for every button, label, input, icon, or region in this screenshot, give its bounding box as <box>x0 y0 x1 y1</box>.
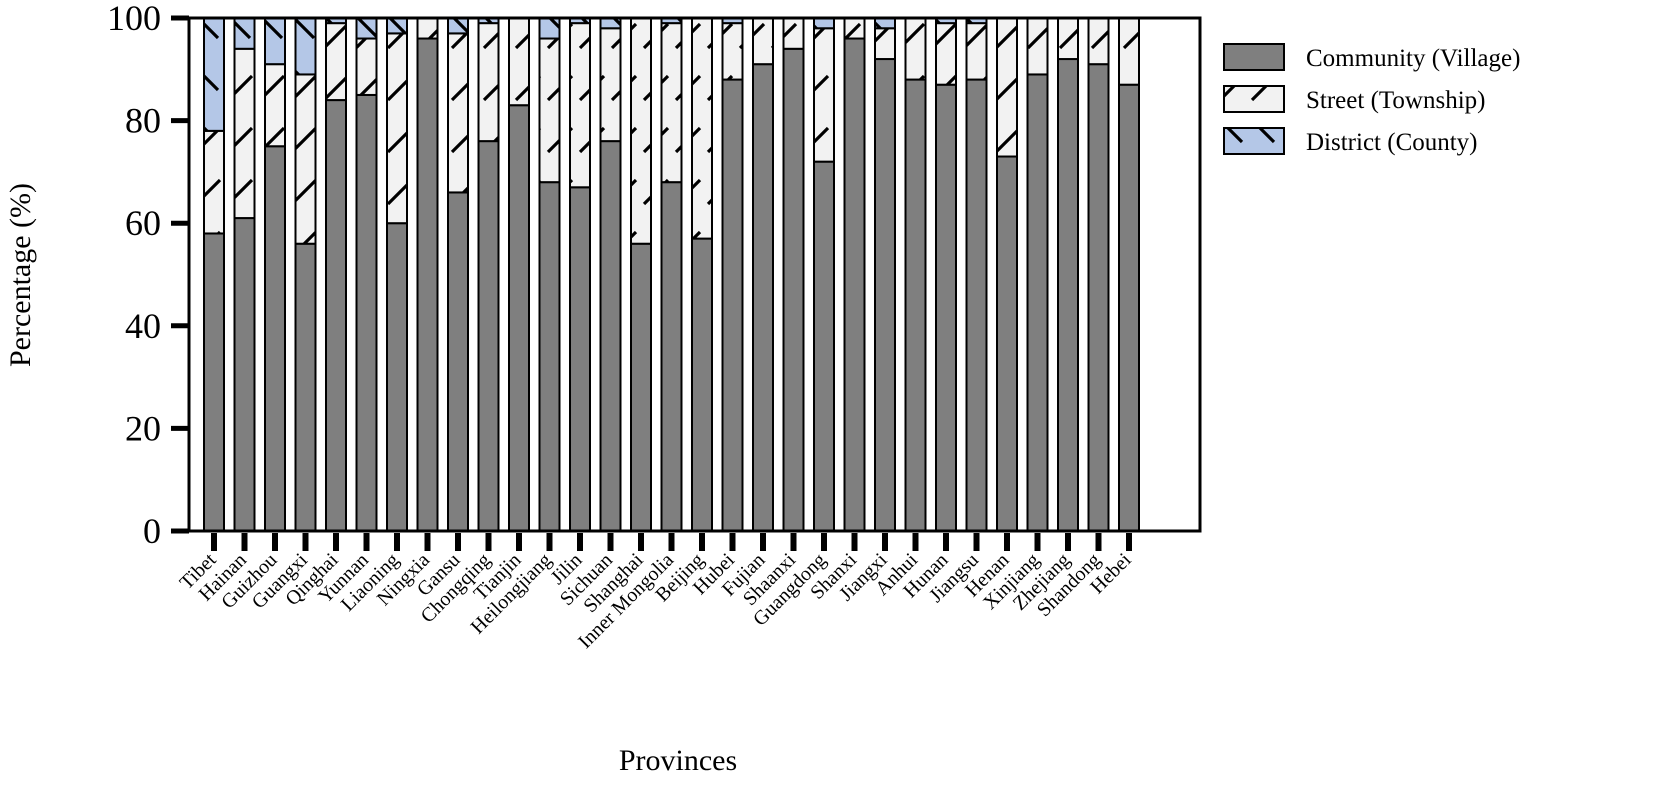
x-axis-title: Provinces <box>619 744 737 777</box>
bar-segment <box>294 242 317 532</box>
bar-segment <box>813 27 835 163</box>
bar-segment <box>904 78 927 532</box>
bar-segment <box>996 17 1018 158</box>
bar-segment <box>325 99 347 533</box>
bar-segment <box>294 73 317 245</box>
bar-segment <box>355 93 378 532</box>
bar-segment <box>386 222 408 532</box>
bar-segment <box>752 63 774 532</box>
bar-segment <box>538 181 561 532</box>
bar-segment <box>721 78 744 532</box>
bar-segment <box>203 17 225 132</box>
bar-segment <box>630 242 652 532</box>
legend-label: Community (Village) <box>1306 45 1520 72</box>
bar-segment <box>1026 73 1049 533</box>
bar-segment <box>874 27 896 61</box>
bar-segment <box>1087 63 1110 532</box>
bar-segment <box>874 58 896 532</box>
bar-segment <box>874 17 896 30</box>
bar-segment <box>569 186 591 532</box>
bar-segment <box>508 104 530 533</box>
bar-segment <box>447 32 469 194</box>
bar-segment <box>1118 83 1140 532</box>
bar-segment <box>660 22 683 184</box>
svg-text:Percentage (%): Percentage (%) <box>4 183 37 367</box>
bar-segment <box>691 237 713 532</box>
y-tick-label: 40 <box>125 306 161 346</box>
legend-label: District (County) <box>1306 129 1478 156</box>
bar-segment <box>325 22 347 102</box>
bar-segment <box>599 17 622 30</box>
bar-segment <box>203 232 225 533</box>
bar-segment <box>1057 17 1079 61</box>
bar-segment <box>233 217 256 532</box>
bar-segment <box>477 22 500 143</box>
bar-segment <box>538 37 561 184</box>
y-tick-label: 20 <box>125 408 161 448</box>
bar-segment <box>416 37 439 533</box>
bar-segment <box>996 155 1018 532</box>
y-tick-label: 100 <box>107 0 161 38</box>
y-tick-label: 60 <box>125 203 161 243</box>
bar-segment <box>843 17 866 40</box>
bar-segment <box>843 37 866 533</box>
bar-segment <box>233 47 256 220</box>
bar-segment <box>416 17 439 40</box>
bar-segment <box>203 129 225 235</box>
bar-segment <box>935 83 957 532</box>
legend-label: Street (Township) <box>1306 87 1485 114</box>
bar-segment <box>813 160 835 532</box>
bar-segment <box>935 22 957 86</box>
bar-segment <box>386 32 408 225</box>
plot-frame <box>187 16 1202 533</box>
bar-segment <box>386 17 408 35</box>
bar-segment <box>508 17 530 107</box>
bar-segment <box>752 17 774 66</box>
bar-segment <box>569 22 591 189</box>
bar-segment <box>447 191 469 532</box>
bar-segment <box>813 17 835 30</box>
legend: Community (Village) Street (Township) Dist… <box>1223 43 1520 156</box>
bar-segment <box>630 17 652 245</box>
bar-segment <box>782 47 805 532</box>
bar-segment <box>1118 17 1140 86</box>
bar-segment <box>904 17 927 81</box>
bar-segment <box>691 17 713 240</box>
bar-segment <box>599 27 622 143</box>
bar-segment <box>264 145 286 532</box>
bar-segment <box>965 78 988 532</box>
legend-swatch <box>1223 43 1285 71</box>
bar-segment <box>782 17 805 50</box>
bar-segment <box>294 17 317 76</box>
bar-segment <box>264 17 286 66</box>
bar-segment <box>355 37 378 96</box>
bar-segment <box>447 17 469 35</box>
bar-segment <box>538 17 561 40</box>
bar-segment <box>355 17 378 40</box>
bar-segment <box>660 181 683 532</box>
bar-segment <box>1026 17 1049 76</box>
y-axis-title: Percentage (%) <box>4 183 37 367</box>
bar-segment <box>1057 58 1079 532</box>
bar-segment <box>721 22 744 81</box>
legend-swatch <box>1223 85 1285 113</box>
bar-segment <box>477 140 500 532</box>
bar-segment <box>1087 17 1110 66</box>
bar-segment <box>264 63 286 148</box>
bar-segment <box>599 140 622 532</box>
bar-segment <box>233 17 256 50</box>
y-tick-label: 80 <box>125 101 161 141</box>
legend-swatch <box>1223 127 1285 155</box>
bar-segment <box>965 22 988 81</box>
y-tick-label: 0 <box>143 511 161 551</box>
